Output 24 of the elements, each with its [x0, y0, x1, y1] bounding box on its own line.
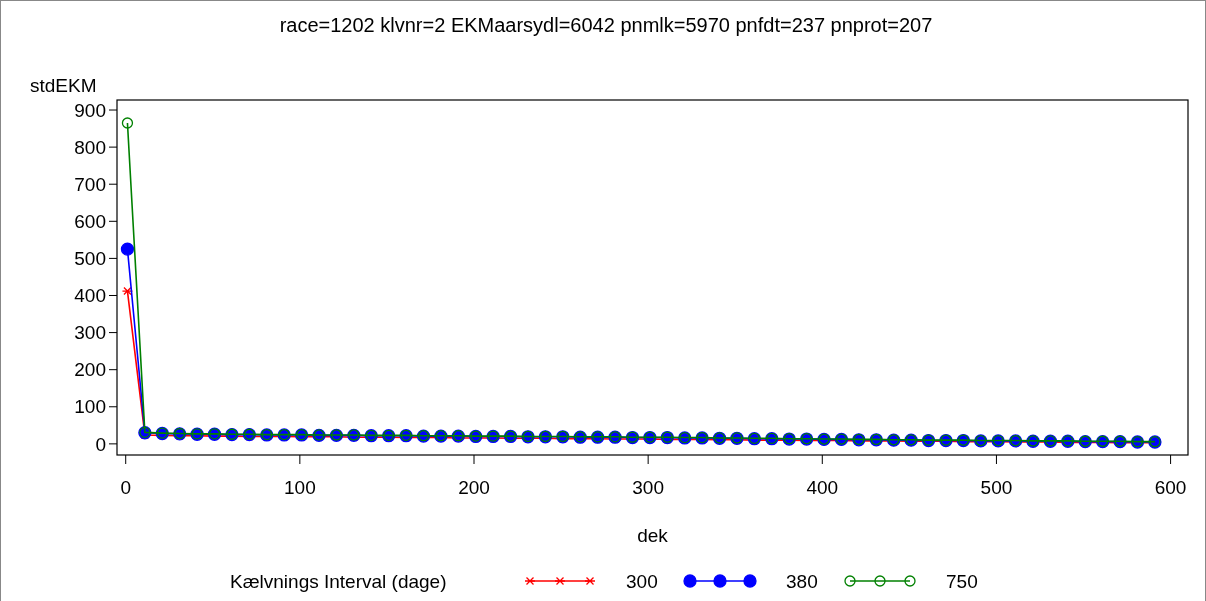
y-tick-label: 600 — [74, 210, 106, 232]
x-tick-label: 600 — [1154, 477, 1187, 498]
y-tick-label: 0 — [95, 433, 106, 455]
y-tick-label: 400 — [74, 285, 106, 307]
y-tick-label: 100 — [74, 396, 106, 418]
y-axis-title: stdEKM — [30, 75, 97, 96]
x-tick-label: 400 — [806, 477, 839, 498]
x-tick-label: 100 — [284, 477, 316, 498]
y-tick-label: 300 — [74, 322, 106, 344]
chart-title: race=1202 klvnr=2 EKMaarsydl=6042 pnmlk=5970 pnfdt=237 pnprot=207 — [279, 14, 933, 36]
y-tick-label: 200 — [74, 359, 106, 381]
x-tick-label: 200 — [458, 477, 490, 498]
legend-label: 750 — [946, 570, 978, 592]
x-axis-title: dek — [637, 525, 669, 546]
x-tick-label: 0 — [120, 477, 131, 498]
legend-label: 300 — [626, 570, 658, 592]
y-tick-label: 800 — [74, 136, 106, 158]
y-tick-label: 700 — [74, 173, 106, 195]
legend-title: Kælvnings Interval (dage) — [230, 570, 447, 592]
y-tick-label: 900 — [74, 99, 106, 121]
y-tick-label: 500 — [74, 248, 106, 270]
x-tick-label: 500 — [980, 477, 1013, 498]
legend-label: 380 — [786, 570, 818, 592]
x-tick-label: 300 — [632, 477, 664, 498]
